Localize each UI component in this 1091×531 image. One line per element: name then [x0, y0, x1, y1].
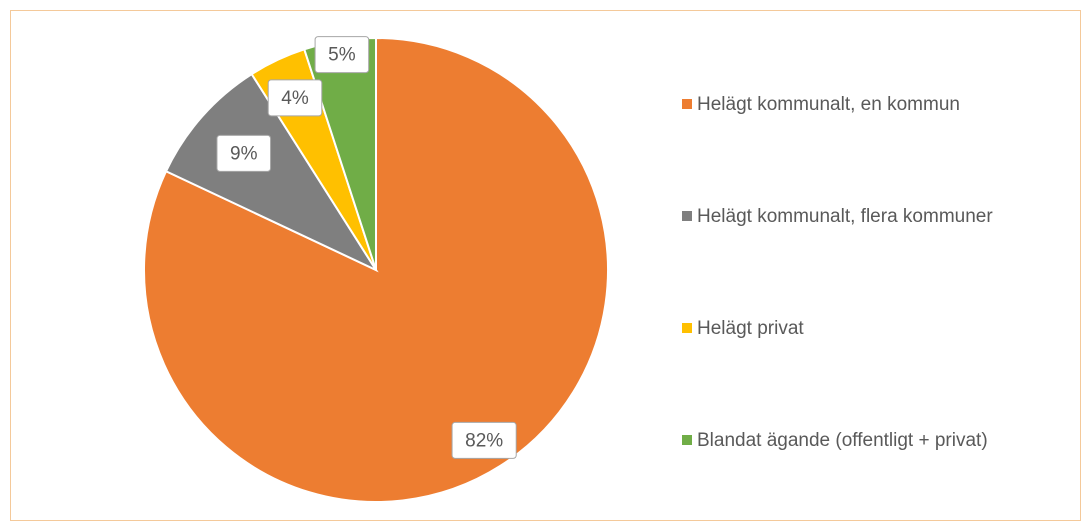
legend-marker	[682, 99, 692, 109]
data-label-box	[314, 36, 370, 74]
data-label-box	[451, 421, 517, 459]
legend-label: Helägt privat	[697, 318, 804, 339]
legend-label: Helägt kommunalt, flera kommuner	[697, 206, 993, 227]
data-label: 9%	[230, 143, 258, 164]
data-label: 5%	[328, 45, 356, 66]
legend-marker	[682, 435, 692, 445]
data-label-box	[267, 79, 323, 117]
data-label: 4%	[281, 88, 309, 109]
legend-label: Helägt kommunalt, en kommun	[697, 94, 960, 115]
legend-marker	[682, 211, 692, 221]
data-label-box	[216, 134, 272, 172]
legend-label: Blandat ägande (offentligt + privat)	[697, 430, 988, 451]
legend-marker	[682, 323, 692, 333]
data-label: 82%	[465, 430, 503, 451]
pie-slice	[164, 72, 379, 273]
